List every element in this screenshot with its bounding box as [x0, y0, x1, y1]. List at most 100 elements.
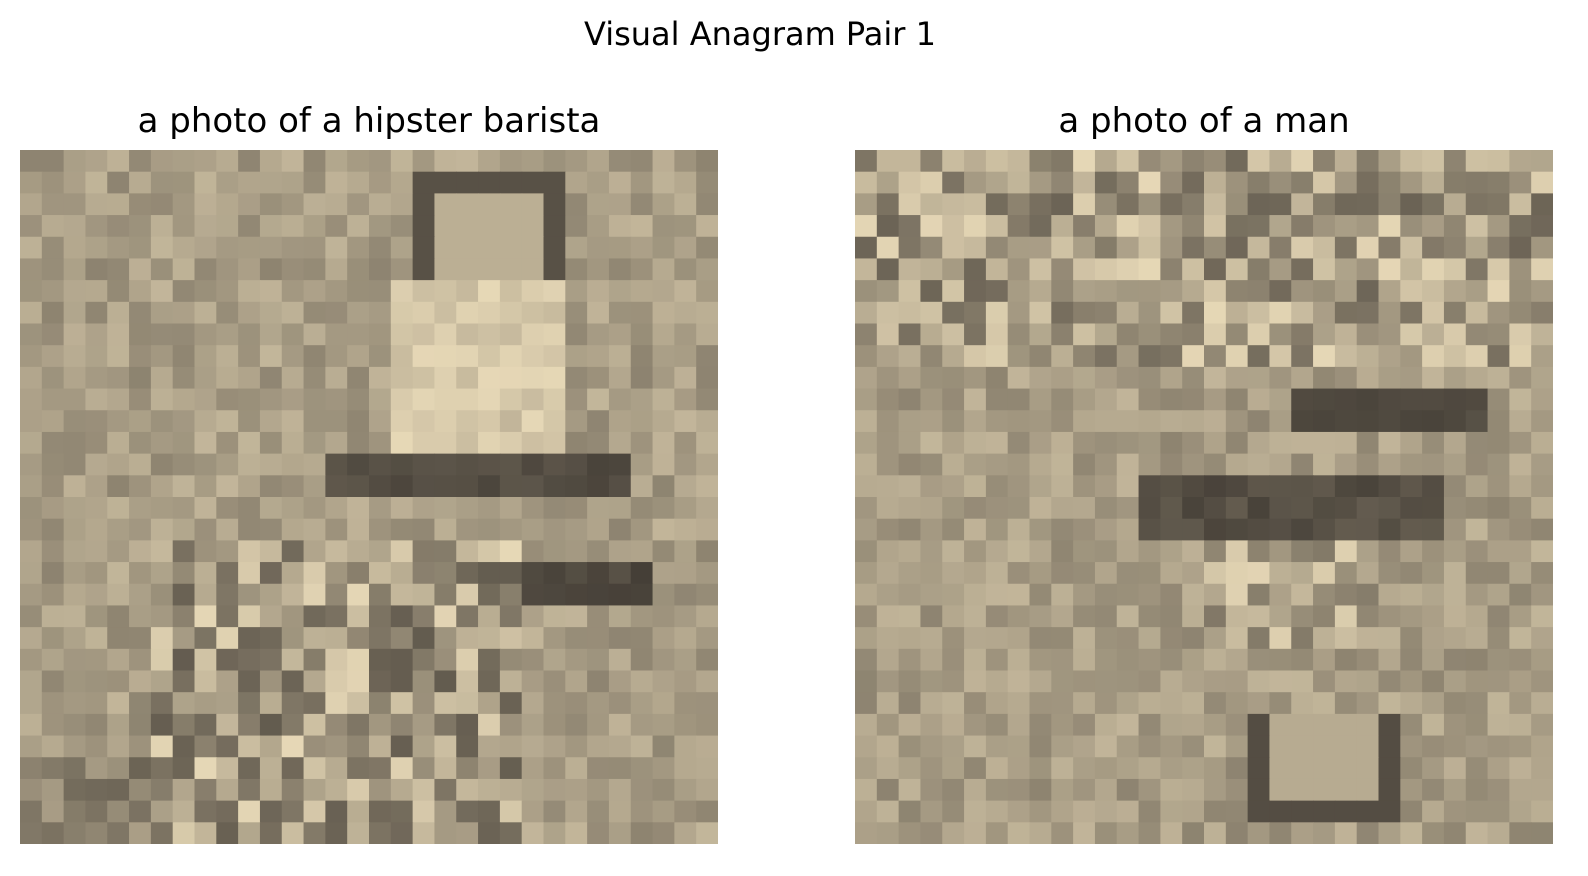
image-pixel	[1182, 345, 1205, 368]
image-pixel	[521, 822, 545, 844]
image-pixel	[1291, 171, 1314, 194]
image-pixel	[674, 713, 697, 737]
image-pixel	[129, 800, 152, 823]
image-pixel	[942, 800, 965, 823]
image-pixel	[964, 757, 987, 780]
image-pixel	[1225, 627, 1249, 650]
image-pixel	[85, 670, 108, 693]
image-pixel	[1182, 692, 1205, 715]
image-pixel	[855, 518, 878, 541]
image-pixel	[478, 497, 501, 520]
image-pixel	[456, 193, 479, 216]
image-pixel	[194, 236, 217, 260]
image-pixel	[674, 236, 697, 260]
image-pixel	[543, 713, 566, 737]
image-pixel	[390, 171, 414, 194]
image-pixel	[630, 475, 654, 498]
image-pixel	[1051, 583, 1074, 607]
image-pixel	[985, 150, 1009, 173]
image-pixel	[985, 583, 1009, 607]
image-pixel	[85, 236, 108, 260]
image-pixel	[412, 497, 436, 520]
image-pixel	[920, 150, 943, 173]
image-pixel	[1051, 648, 1074, 672]
image-pixel	[1182, 735, 1205, 758]
image-pixel	[920, 453, 943, 476]
image-pixel	[920, 323, 943, 346]
image-pixel	[412, 735, 436, 758]
image-pixel	[478, 366, 501, 390]
image-pixel	[587, 822, 610, 844]
image-pixel	[1007, 822, 1031, 844]
image-pixel	[150, 735, 174, 758]
image-pixel	[1487, 323, 1510, 346]
image-pixel	[412, 627, 436, 650]
image-pixel	[674, 670, 697, 693]
image-pixel	[1531, 301, 1553, 325]
image-pixel	[238, 215, 261, 238]
image-pixel	[1531, 366, 1553, 390]
image-pixel	[1094, 366, 1118, 390]
image-pixel	[1509, 301, 1532, 325]
image-pixel	[1247, 215, 1271, 238]
image-pixel	[1007, 410, 1031, 433]
image-pixel	[107, 258, 130, 281]
image-pixel	[1204, 410, 1227, 433]
image-pixel	[1204, 735, 1227, 758]
image-pixel	[390, 822, 414, 844]
image-pixel	[855, 562, 878, 585]
image-pixel	[521, 627, 545, 650]
image-pixel	[565, 410, 588, 433]
image-pixel	[1531, 518, 1553, 541]
image-pixel	[1400, 757, 1423, 780]
image-pixel	[1378, 822, 1401, 844]
image-pixel	[1160, 605, 1183, 628]
image-pixel	[1204, 518, 1227, 541]
image-pixel	[347, 388, 370, 411]
image-pixel	[1465, 345, 1489, 368]
image-pixel	[942, 366, 965, 390]
image-pixel	[1400, 410, 1423, 433]
image-pixel	[1487, 215, 1510, 238]
image-pixel	[587, 540, 610, 563]
image-pixel	[565, 193, 588, 216]
image-pixel	[172, 323, 196, 346]
image-pixel	[1094, 410, 1118, 433]
image-pixel	[898, 301, 922, 325]
image-pixel	[456, 150, 479, 173]
image-pixel	[985, 778, 1009, 802]
image-pixel	[1073, 171, 1096, 194]
image-pixel	[325, 713, 348, 737]
image-pixel	[964, 431, 987, 455]
image-pixel	[1422, 193, 1445, 216]
image-pixel	[652, 562, 675, 585]
image-pixel	[1051, 692, 1074, 715]
image-pixel	[107, 171, 130, 194]
image-pixel	[238, 301, 261, 325]
image-pixel	[1465, 171, 1489, 194]
image-pixel	[630, 171, 654, 194]
image-pixel	[1291, 431, 1314, 455]
image-pixel	[1116, 171, 1140, 194]
image-pixel	[281, 323, 305, 346]
image-pixel	[1160, 388, 1183, 411]
image-pixel	[1509, 822, 1532, 844]
image-pixel	[238, 497, 261, 520]
image-pixel	[412, 453, 436, 476]
image-pixel	[63, 150, 87, 173]
image-pixel	[216, 366, 239, 390]
image-pixel	[412, 800, 436, 823]
image-pixel	[259, 562, 283, 585]
image-pixel	[456, 301, 479, 325]
image-pixel	[964, 778, 987, 802]
image-pixel	[281, 150, 305, 173]
image-pixel	[964, 540, 987, 563]
image-pixel	[303, 388, 326, 411]
image-pixel	[652, 692, 675, 715]
image-pixel	[281, 171, 305, 194]
image-pixel	[608, 562, 632, 585]
image-pixel	[855, 345, 878, 368]
image-pixel	[1291, 562, 1314, 585]
image-pixel	[107, 345, 130, 368]
image-pixel	[1051, 323, 1074, 346]
